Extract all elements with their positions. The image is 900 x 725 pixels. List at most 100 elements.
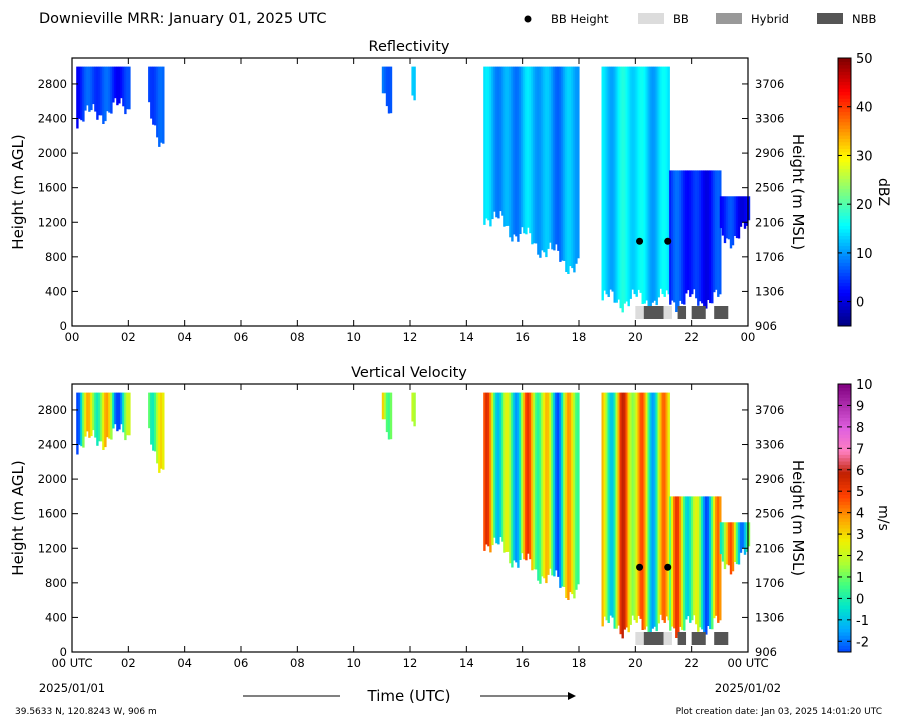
colorbar-segment bbox=[838, 61, 851, 66]
echo-streak bbox=[483, 392, 486, 551]
colorbar-segment bbox=[838, 427, 851, 432]
echo-streak bbox=[637, 392, 640, 616]
echo-streak bbox=[683, 496, 686, 631]
colorbar-tick-label: 20 bbox=[856, 198, 873, 213]
y-tick-label: 1200 bbox=[38, 541, 67, 555]
echo-streak bbox=[90, 66, 93, 111]
echo-streak bbox=[549, 392, 552, 569]
echo-streak bbox=[693, 496, 696, 616]
echo-region bbox=[148, 66, 165, 147]
colorbar-segment bbox=[838, 289, 851, 293]
echo-streak bbox=[679, 170, 682, 301]
echo-streak bbox=[86, 66, 89, 106]
colorbar-segment bbox=[838, 424, 851, 429]
echo-streak bbox=[487, 392, 490, 547]
colorbar-segment bbox=[838, 192, 851, 196]
echo-streak bbox=[637, 66, 640, 290]
echo-streak bbox=[78, 392, 81, 445]
echo-streak bbox=[98, 66, 101, 116]
echo-streak bbox=[681, 496, 684, 630]
colorbar-segment bbox=[838, 94, 851, 99]
echo-streak bbox=[108, 66, 111, 113]
colorbar-segment bbox=[838, 299, 851, 304]
echo-streak bbox=[745, 196, 749, 226]
echo-streak bbox=[527, 66, 530, 228]
colorbar-segment bbox=[838, 631, 851, 636]
echo-streak bbox=[94, 66, 97, 112]
bb-type-bar bbox=[663, 306, 672, 319]
echo-region bbox=[76, 392, 131, 455]
x-tick-label: 18 bbox=[572, 656, 587, 670]
echo-streak bbox=[715, 170, 718, 290]
y2-tick-label: 1706 bbox=[755, 250, 784, 264]
echo-streak bbox=[623, 392, 626, 630]
colorbar-segment bbox=[838, 564, 851, 569]
echo-streak bbox=[537, 66, 540, 255]
echo-streak bbox=[555, 66, 558, 245]
echo-streak bbox=[106, 66, 109, 112]
echo-streak bbox=[559, 66, 562, 262]
colorbar-segment bbox=[838, 155, 851, 159]
y-tick-label: 400 bbox=[45, 610, 67, 624]
echo-streak bbox=[150, 66, 153, 119]
echo-streak bbox=[747, 196, 751, 221]
echo-streak bbox=[523, 66, 526, 234]
echo-streak bbox=[657, 66, 660, 298]
y2-tick-label: 2506 bbox=[755, 181, 784, 195]
colorbar-segment bbox=[838, 528, 851, 532]
echo-streak bbox=[381, 66, 385, 94]
echo-streak bbox=[575, 66, 578, 264]
echo-streak bbox=[557, 66, 560, 251]
bb-height-point bbox=[664, 563, 672, 571]
echo-streak bbox=[94, 392, 97, 438]
y2-tick-label: 3306 bbox=[755, 438, 784, 452]
colorbar-tick-label: 5 bbox=[856, 485, 864, 500]
echo-streak bbox=[649, 392, 652, 639]
colorbar-tick-label: 9 bbox=[856, 399, 864, 414]
echo-streak bbox=[697, 170, 700, 306]
echo-streak bbox=[673, 170, 676, 303]
echo-streak bbox=[641, 66, 644, 304]
echo-streak bbox=[509, 392, 512, 564]
echo-streak bbox=[613, 392, 616, 629]
colorbar-segment bbox=[838, 128, 851, 133]
colorbar-tick-label: 30 bbox=[856, 149, 873, 164]
colorbar-segment bbox=[838, 387, 851, 392]
echo-streak bbox=[389, 66, 393, 114]
echo-streak bbox=[525, 392, 528, 561]
colorbar-segment bbox=[838, 138, 851, 143]
echo-streak bbox=[619, 392, 622, 635]
x-tick-label: 20 bbox=[628, 656, 643, 670]
echo-streak bbox=[128, 392, 131, 436]
echo-streak bbox=[108, 392, 111, 439]
legend-label-bb-height: BB Height bbox=[551, 12, 609, 26]
echo-streak bbox=[547, 392, 550, 575]
y2-axis-label: Height (m MSL) bbox=[789, 134, 807, 250]
echo-streak bbox=[573, 66, 576, 273]
x-tick-label: 18 bbox=[572, 330, 587, 344]
x-tick-label: 00 bbox=[65, 330, 80, 344]
echo-region bbox=[148, 392, 165, 473]
echo-streak bbox=[98, 392, 101, 442]
echo-streak bbox=[551, 392, 554, 576]
x-tick-label: 00 bbox=[741, 330, 756, 344]
colorbar-tick-label: -2 bbox=[856, 635, 869, 650]
colorbar-segment bbox=[838, 467, 851, 472]
y2-tick-label: 2906 bbox=[755, 472, 784, 486]
creation-date-text: Plot creation date: Jan 03, 2025 14:01:2… bbox=[676, 707, 882, 717]
echo-streak bbox=[501, 392, 504, 542]
echo-streak bbox=[621, 392, 624, 639]
colorbar-segment bbox=[838, 571, 851, 576]
colorbar-segment bbox=[838, 645, 851, 650]
colorbar-tick-label: -1 bbox=[856, 614, 869, 629]
echo-streak bbox=[647, 392, 650, 635]
x-tick-label: 04 bbox=[177, 330, 192, 344]
x-tick-label: 08 bbox=[290, 330, 305, 344]
echo-streak bbox=[673, 496, 676, 629]
colorbar-segment bbox=[838, 430, 851, 435]
echo-streak bbox=[563, 392, 566, 587]
echo-streak bbox=[731, 522, 735, 572]
y2-tick-label: 2906 bbox=[755, 146, 784, 160]
echo-streak bbox=[709, 170, 712, 304]
bb-type-bar bbox=[691, 306, 706, 319]
